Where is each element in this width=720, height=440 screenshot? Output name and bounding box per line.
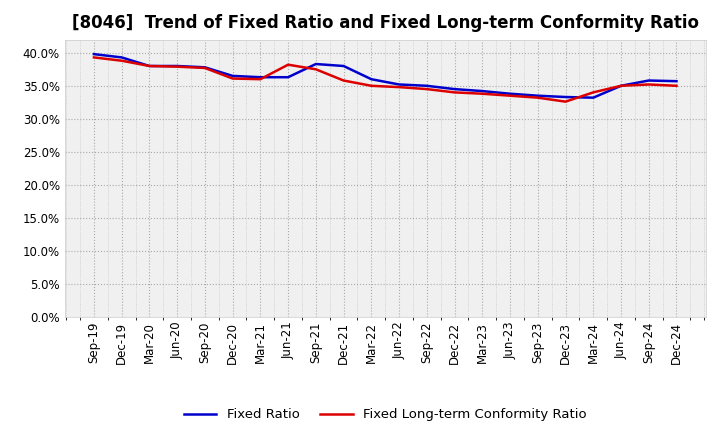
Title: [8046]  Trend of Fixed Ratio and Fixed Long-term Conformity Ratio: [8046] Trend of Fixed Ratio and Fixed Lo…: [72, 15, 698, 33]
Fixed Ratio: [423, 83, 431, 88]
Fixed Ratio: [505, 91, 514, 96]
Fixed Long-term Conformity Ratio: [339, 78, 348, 83]
Fixed Ratio: [644, 78, 653, 83]
Fixed Long-term Conformity Ratio: [672, 83, 681, 88]
Fixed Ratio: [339, 63, 348, 69]
Fixed Ratio: [589, 95, 598, 100]
Fixed Long-term Conformity Ratio: [478, 91, 487, 96]
Fixed Ratio: [173, 63, 181, 69]
Fixed Ratio: [145, 63, 154, 69]
Fixed Long-term Conformity Ratio: [145, 63, 154, 69]
Fixed Long-term Conformity Ratio: [284, 62, 292, 67]
Fixed Long-term Conformity Ratio: [228, 76, 237, 81]
Fixed Ratio: [395, 82, 403, 87]
Fixed Long-term Conformity Ratio: [89, 55, 98, 60]
Fixed Long-term Conformity Ratio: [173, 64, 181, 69]
Fixed Long-term Conformity Ratio: [450, 90, 459, 95]
Fixed Ratio: [201, 65, 210, 70]
Fixed Long-term Conformity Ratio: [312, 66, 320, 72]
Fixed Ratio: [616, 83, 625, 88]
Fixed Long-term Conformity Ratio: [561, 99, 570, 104]
Fixed Ratio: [367, 77, 376, 82]
Fixed Long-term Conformity Ratio: [117, 58, 126, 63]
Fixed Ratio: [228, 73, 237, 78]
Fixed Long-term Conformity Ratio: [644, 82, 653, 87]
Fixed Ratio: [450, 86, 459, 92]
Fixed Ratio: [117, 55, 126, 60]
Fixed Ratio: [672, 78, 681, 84]
Fixed Ratio: [534, 93, 542, 98]
Fixed Ratio: [256, 74, 265, 80]
Fixed Ratio: [561, 95, 570, 100]
Fixed Long-term Conformity Ratio: [201, 65, 210, 70]
Fixed Long-term Conformity Ratio: [534, 95, 542, 100]
Legend: Fixed Ratio, Fixed Long-term Conformity Ratio: Fixed Ratio, Fixed Long-term Conformity …: [179, 403, 592, 427]
Fixed Long-term Conformity Ratio: [256, 77, 265, 82]
Fixed Long-term Conformity Ratio: [367, 83, 376, 88]
Line: Fixed Long-term Conformity Ratio: Fixed Long-term Conformity Ratio: [94, 57, 677, 102]
Fixed Long-term Conformity Ratio: [616, 83, 625, 88]
Fixed Long-term Conformity Ratio: [589, 90, 598, 95]
Fixed Ratio: [312, 61, 320, 66]
Fixed Ratio: [89, 51, 98, 57]
Fixed Long-term Conformity Ratio: [395, 84, 403, 90]
Fixed Ratio: [284, 74, 292, 80]
Line: Fixed Ratio: Fixed Ratio: [94, 54, 677, 98]
Fixed Ratio: [478, 88, 487, 94]
Fixed Long-term Conformity Ratio: [505, 93, 514, 98]
Fixed Long-term Conformity Ratio: [423, 86, 431, 92]
